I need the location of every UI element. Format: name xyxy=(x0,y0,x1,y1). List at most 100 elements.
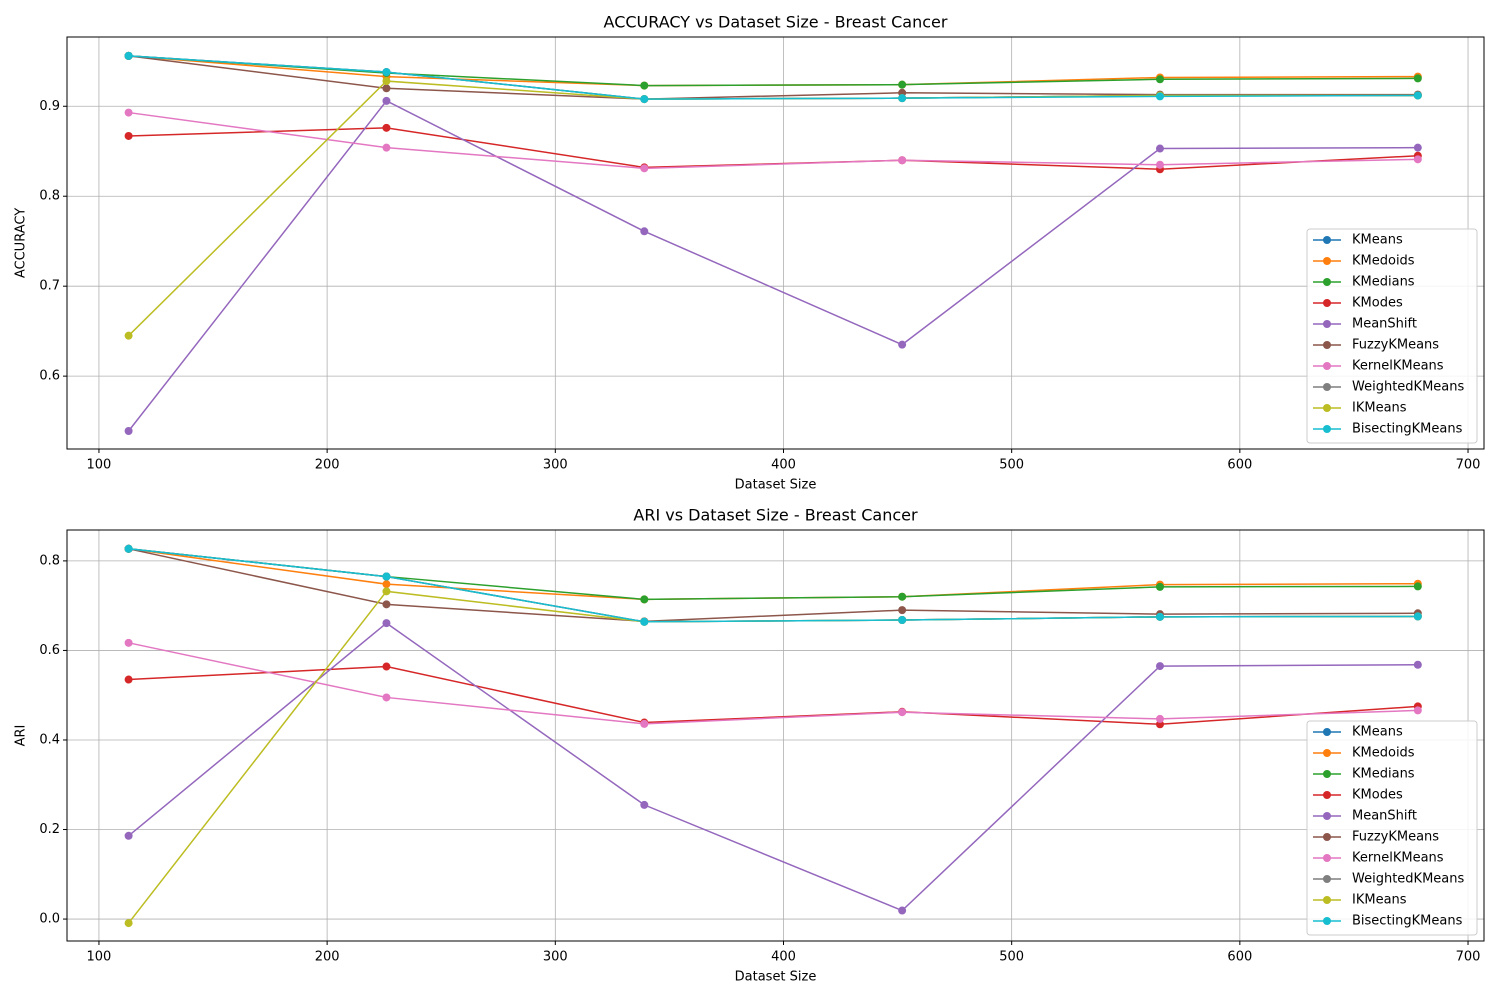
marker xyxy=(124,51,133,60)
marker xyxy=(1413,582,1422,591)
legend-marker xyxy=(1323,236,1331,244)
legend-label: MeanShift xyxy=(1352,809,1417,824)
y-axis-label: ARI xyxy=(14,725,29,747)
x-tick-label: 500 xyxy=(999,950,1024,965)
plot-frame xyxy=(66,36,1485,450)
marker xyxy=(124,544,133,553)
legend-label: KModes xyxy=(1352,788,1403,803)
legend-marker xyxy=(1323,341,1331,349)
y-tick-label: 0.0 xyxy=(39,912,60,927)
legend-label: WeightedKMeans xyxy=(1352,380,1464,395)
legend-label: KMedians xyxy=(1352,275,1415,290)
marker xyxy=(1155,714,1164,723)
marker xyxy=(382,572,391,581)
series-line xyxy=(128,111,1418,170)
series-line xyxy=(128,99,1418,432)
marker xyxy=(124,675,133,684)
marker xyxy=(124,831,133,840)
marker xyxy=(1413,143,1422,152)
x-tick-label: 700 xyxy=(1456,950,1481,965)
legend-marker xyxy=(1323,833,1331,841)
marker xyxy=(898,615,907,624)
marker xyxy=(382,96,391,105)
marker xyxy=(382,587,391,596)
legend-marker xyxy=(1323,770,1331,778)
y-tick-label: 0.8 xyxy=(39,189,60,204)
x-tick-label: 600 xyxy=(1227,950,1252,965)
legend-marker xyxy=(1323,404,1331,412)
marker xyxy=(1413,91,1422,100)
plot-frame xyxy=(66,529,1485,942)
legend-label: KMedoids xyxy=(1352,746,1415,761)
legend-marker xyxy=(1323,854,1331,862)
marker xyxy=(1155,75,1164,84)
x-axis-label: Dataset Size xyxy=(735,478,817,493)
marker xyxy=(898,340,907,349)
legend-box xyxy=(1306,228,1478,444)
x-tick-label: 200 xyxy=(315,950,340,965)
legend-marker xyxy=(1323,299,1331,307)
marker xyxy=(124,427,133,436)
marker xyxy=(898,592,907,601)
y-tick-label: 0.9 xyxy=(39,99,60,114)
x-tick-label: 200 xyxy=(315,458,340,473)
marker xyxy=(898,156,907,165)
marker xyxy=(382,84,391,93)
marker xyxy=(640,227,649,236)
legend-marker xyxy=(1323,320,1331,328)
marker xyxy=(898,94,907,103)
marker xyxy=(382,68,391,77)
legend-label: WeightedKMeans xyxy=(1352,872,1464,887)
legend-label: KModes xyxy=(1352,296,1403,311)
marker xyxy=(1413,706,1422,715)
marker xyxy=(382,600,391,609)
x-tick-label: 100 xyxy=(87,458,112,473)
marker xyxy=(382,662,391,671)
x-tick-label: 400 xyxy=(771,458,796,473)
marker xyxy=(1413,74,1422,83)
marker xyxy=(124,131,133,140)
legend-marker xyxy=(1323,875,1331,883)
x-tick-label: 300 xyxy=(543,950,568,965)
y-tick-label: 0.6 xyxy=(39,369,60,384)
marker xyxy=(640,617,649,626)
legend-label: KMeans xyxy=(1352,233,1403,248)
x-tick-label: 600 xyxy=(1227,458,1252,473)
y-tick-label: 0.4 xyxy=(39,732,60,747)
marker xyxy=(382,693,391,702)
legend-marker xyxy=(1323,257,1331,265)
marker xyxy=(640,719,649,728)
marker xyxy=(1413,155,1422,164)
marker xyxy=(1155,612,1164,621)
legend-marker xyxy=(1323,383,1331,391)
legend-label: MeanShift xyxy=(1352,317,1417,332)
legend-marker xyxy=(1323,896,1331,904)
marker xyxy=(1155,662,1164,671)
series-line xyxy=(128,665,1418,726)
marker xyxy=(1155,160,1164,169)
marker xyxy=(124,331,133,340)
legend-label: FuzzyKMeans xyxy=(1352,830,1439,845)
marker xyxy=(898,906,907,915)
legend-marker xyxy=(1323,791,1331,799)
series-line xyxy=(128,548,1418,623)
x-tick-label: 400 xyxy=(771,950,796,965)
legend-marker xyxy=(1323,728,1331,736)
x-tick-label: 700 xyxy=(1456,458,1481,473)
legend-label: IKMeans xyxy=(1352,893,1407,908)
legend-marker xyxy=(1323,749,1331,757)
y-tick-label: 0.8 xyxy=(39,553,60,568)
legend-marker xyxy=(1323,278,1331,286)
x-tick-label: 100 xyxy=(87,950,112,965)
marker xyxy=(640,81,649,90)
x-tick-label: 500 xyxy=(999,458,1024,473)
y-tick-label: 0.6 xyxy=(39,643,60,658)
marker xyxy=(898,606,907,615)
legend-label: IKMeans xyxy=(1352,401,1407,416)
marker xyxy=(1155,582,1164,591)
legend-marker xyxy=(1323,362,1331,370)
marker xyxy=(382,143,391,152)
marker xyxy=(1413,612,1422,621)
y-tick-label: 0.2 xyxy=(39,822,60,837)
